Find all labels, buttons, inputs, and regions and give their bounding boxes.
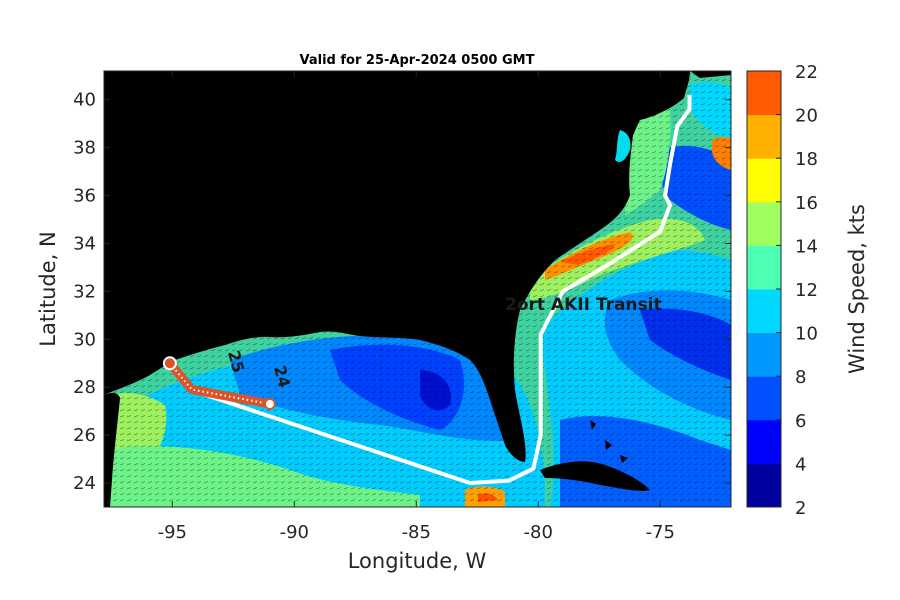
atlantic-deep-blue xyxy=(640,308,731,380)
colorbar-segment xyxy=(747,289,781,334)
y-tick-label: 24 xyxy=(73,473,96,494)
colorbar-tick-label: 10 xyxy=(795,324,818,345)
colorbar-tick-label: 6 xyxy=(795,411,806,432)
bahamas-islands xyxy=(590,420,628,463)
colorbar-tick-label: 8 xyxy=(795,367,806,388)
forecast-track-end-marker xyxy=(263,397,276,410)
colorbar-tick-label: 4 xyxy=(795,454,806,475)
colorbar-label: Wind Speed, kts xyxy=(845,204,869,374)
colorbar-segment xyxy=(747,463,781,508)
map-axes-frame xyxy=(103,70,732,508)
colorbar xyxy=(747,71,781,508)
y-tick-label: 30 xyxy=(73,329,96,350)
y-tick-label: 26 xyxy=(73,425,96,446)
chesapeake-bay-water xyxy=(615,130,631,162)
map-title: Valid for 25-Apr-2024 0500 GMT xyxy=(300,53,535,68)
colorbar-segment xyxy=(747,376,781,421)
colorbar-segment xyxy=(747,245,781,290)
y-axis-label: Latitude, N xyxy=(36,231,60,347)
forecast-track-start-marker xyxy=(162,356,177,371)
gulf-dark-blue xyxy=(420,370,451,411)
colorbar-segment xyxy=(747,114,781,159)
x-axis-label: Longitude, W xyxy=(348,549,487,573)
northeast-cyan xyxy=(690,82,731,140)
x-tick-label: -90 xyxy=(280,522,309,543)
colorbar-segment xyxy=(747,201,781,246)
colorbar-tick-label: 18 xyxy=(795,149,818,170)
y-tick-label: 38 xyxy=(73,138,96,159)
colorbar-tick-label: 22 xyxy=(795,62,818,83)
long-island-land xyxy=(690,71,731,78)
transit-label: 2ort AKII Transit xyxy=(505,295,662,315)
x-tick-label: -85 xyxy=(402,522,431,543)
north-america-landmass xyxy=(104,71,690,462)
y-tick-label: 34 xyxy=(73,233,96,254)
y-tick-label: 40 xyxy=(73,90,96,111)
x-axis-ticks: -95 -90 -85 -80 -75 xyxy=(158,71,675,543)
colorbar-tick-label: 20 xyxy=(795,106,818,127)
colorbar-tick-label: 16 xyxy=(795,193,818,214)
colorbar-tick-label: 12 xyxy=(795,280,818,301)
wind-speed-field xyxy=(104,82,731,507)
map-panel: 2ort AKII Transit 25 24 xyxy=(104,71,731,507)
colorbar-tick-label: 14 xyxy=(795,236,818,257)
x-tick-label: -75 xyxy=(646,522,675,543)
gulf-deep-blue xyxy=(330,344,464,430)
x-tick-label: -80 xyxy=(524,522,553,543)
northeast-orange-spot xyxy=(712,137,731,170)
northeast-blue-zone xyxy=(658,145,731,230)
forecast-track-line xyxy=(165,358,275,409)
yucatan-red-spot xyxy=(478,493,498,502)
carolina-red-band xyxy=(560,244,615,265)
y-tick-label: 28 xyxy=(73,377,96,398)
x-tick-label: -95 xyxy=(158,522,187,543)
colorbar-segment xyxy=(747,419,781,464)
colorbar-segment xyxy=(747,158,781,203)
colorbar-segment xyxy=(747,71,781,116)
y-tick-label: 36 xyxy=(73,186,96,207)
land-masses xyxy=(104,71,731,507)
colorbar-tick-label: 2 xyxy=(795,498,806,519)
y-tick-label: 32 xyxy=(73,281,96,302)
y-axis-ticks: 24 26 28 30 32 34 36 38 40 xyxy=(73,90,731,494)
colorbar-ticks: 2 4 6 8 10 12 14 16 18 20 22 xyxy=(776,62,818,519)
mexico-landmass xyxy=(104,393,120,507)
cuba-island xyxy=(540,461,650,491)
colorbar-segment xyxy=(747,332,781,377)
vessel-route-line xyxy=(170,95,692,485)
